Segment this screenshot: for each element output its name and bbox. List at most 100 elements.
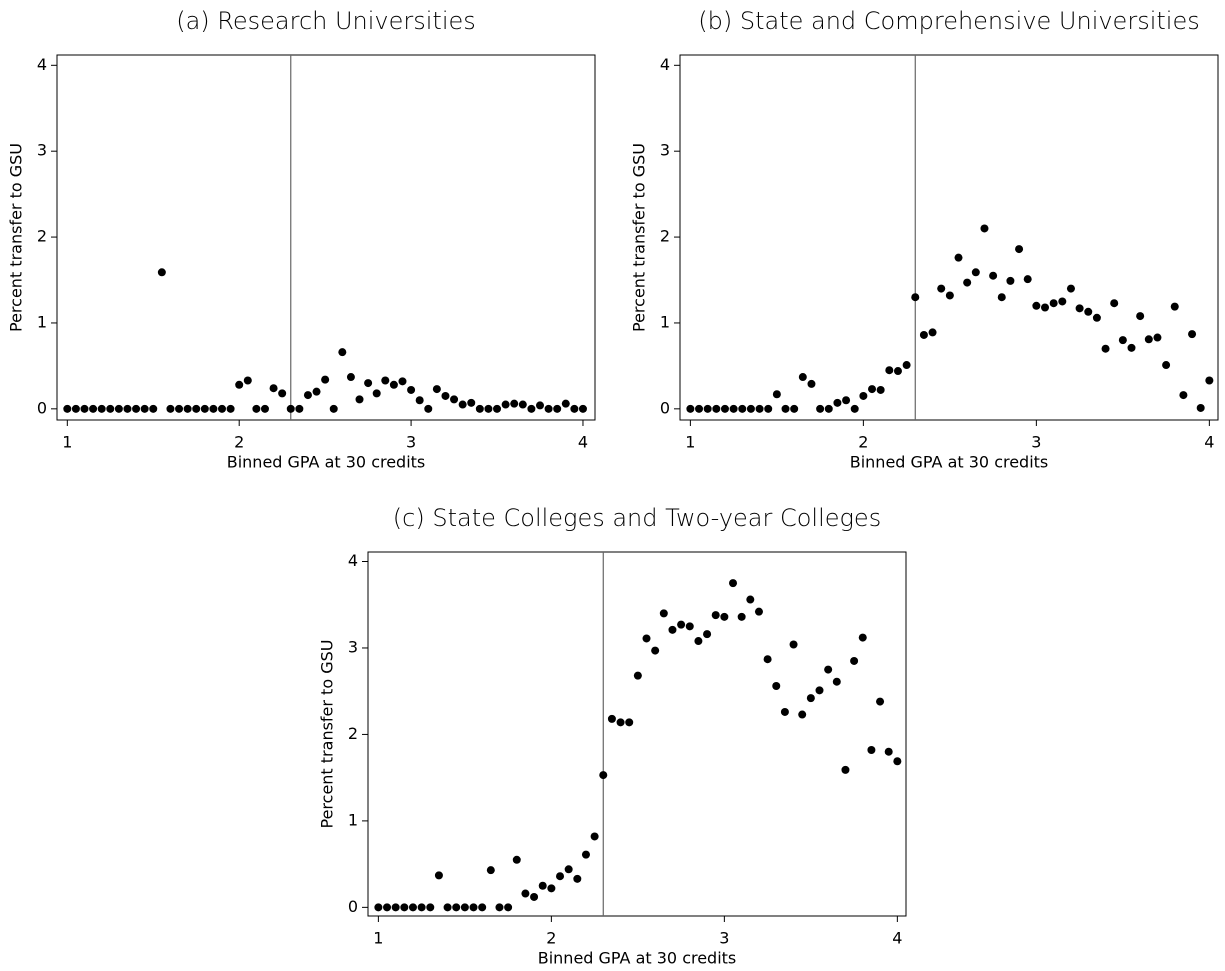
- y-axis-label: Percent transfer to GSU: [7, 143, 26, 332]
- point: [175, 404, 184, 413]
- point: [850, 404, 859, 413]
- point: [833, 398, 842, 407]
- point: [400, 903, 409, 912]
- y-tick-label: 2: [37, 227, 47, 246]
- point: [355, 395, 364, 404]
- point: [711, 611, 720, 620]
- point: [1092, 313, 1101, 322]
- point: [1196, 403, 1205, 412]
- point: [338, 348, 347, 357]
- x-tick-label: 4: [578, 433, 588, 452]
- point: [737, 612, 746, 621]
- point: [893, 367, 902, 376]
- point: [1075, 304, 1084, 313]
- point: [269, 384, 278, 393]
- point: [858, 633, 867, 642]
- point: [806, 694, 815, 703]
- point: [625, 718, 634, 727]
- point: [303, 391, 312, 400]
- point: [989, 271, 998, 280]
- point: [553, 404, 562, 413]
- point: [850, 656, 859, 665]
- x-tick-label: 1: [685, 433, 695, 452]
- point: [329, 404, 338, 413]
- point: [495, 903, 504, 912]
- point: [434, 871, 443, 880]
- point: [226, 404, 235, 413]
- point: [842, 396, 851, 405]
- point: [841, 765, 850, 774]
- point: [538, 881, 547, 890]
- point: [1041, 303, 1050, 312]
- point: [798, 373, 807, 382]
- point: [651, 646, 660, 655]
- point: [790, 404, 799, 413]
- point: [1118, 336, 1127, 345]
- point: [729, 404, 738, 413]
- point: [954, 253, 963, 262]
- plot-frame: [679, 54, 1219, 421]
- point: [114, 404, 123, 413]
- point: [763, 655, 772, 664]
- point: [668, 625, 677, 634]
- point: [772, 682, 781, 691]
- point: [780, 707, 789, 716]
- point: [398, 377, 407, 386]
- point: [408, 903, 417, 912]
- x-axis-label: Binned GPA at 30 credits: [538, 949, 737, 968]
- point: [140, 404, 149, 413]
- point: [183, 404, 192, 413]
- point: [512, 855, 521, 864]
- point: [816, 404, 825, 413]
- point: [1066, 284, 1075, 293]
- point: [364, 379, 373, 388]
- x-axis-label: Binned GPA at 30 credits: [850, 453, 1049, 472]
- point: [590, 832, 599, 841]
- panel-title: (b) State and Comprehensive Universities: [698, 7, 1199, 35]
- point: [510, 399, 519, 408]
- x-tick-label: 3: [406, 433, 416, 452]
- point: [928, 328, 937, 337]
- point: [149, 404, 158, 413]
- point: [712, 404, 721, 413]
- point: [1049, 299, 1058, 308]
- point: [443, 903, 452, 912]
- point: [260, 404, 269, 413]
- point: [867, 745, 876, 754]
- point: [1006, 276, 1015, 285]
- point: [720, 612, 729, 621]
- point: [642, 634, 651, 643]
- point: [192, 404, 201, 413]
- point: [458, 400, 467, 409]
- point: [123, 404, 132, 413]
- point: [1162, 361, 1171, 370]
- point: [1023, 275, 1032, 284]
- point: [80, 404, 89, 413]
- point: [755, 404, 764, 413]
- point: [1101, 344, 1110, 353]
- point: [467, 398, 476, 407]
- point: [478, 903, 487, 912]
- point: [754, 607, 763, 616]
- point: [832, 677, 841, 686]
- point: [1127, 343, 1136, 352]
- point: [415, 396, 424, 405]
- y-tick-label: 2: [660, 227, 670, 246]
- point: [252, 404, 261, 413]
- point: [218, 404, 227, 413]
- point: [677, 620, 686, 629]
- panel: (c) State Colleges and Two-year Colleges…: [318, 504, 907, 968]
- point: [876, 385, 885, 394]
- y-tick-label: 0: [37, 398, 47, 417]
- point: [157, 268, 166, 277]
- point: [432, 385, 441, 394]
- point: [781, 404, 790, 413]
- point: [475, 404, 484, 413]
- point: [1058, 297, 1067, 306]
- point: [764, 404, 773, 413]
- point: [321, 375, 330, 384]
- y-axis-label: Percent transfer to GSU: [318, 640, 337, 829]
- point: [424, 404, 433, 413]
- point: [469, 903, 478, 912]
